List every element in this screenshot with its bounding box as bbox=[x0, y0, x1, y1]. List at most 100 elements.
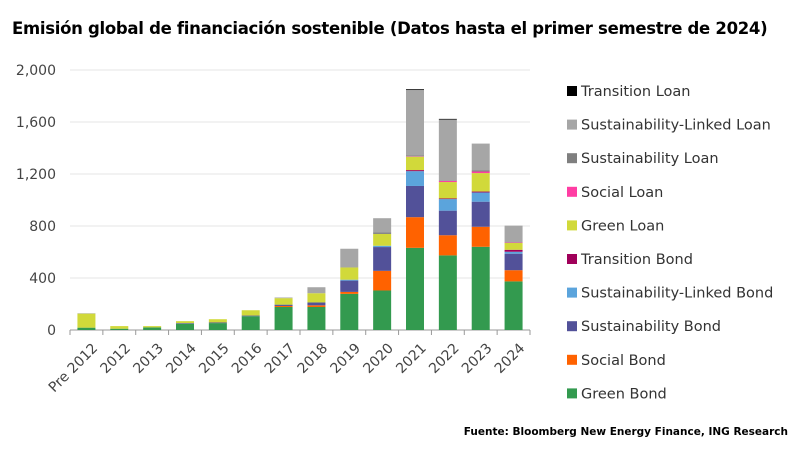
x-tick-label: 2023 bbox=[459, 340, 496, 377]
bar-segment bbox=[406, 90, 424, 156]
bar-segment bbox=[373, 270, 392, 291]
bar-segment bbox=[504, 225, 523, 243]
bar-segment bbox=[504, 251, 523, 254]
bar-segment bbox=[143, 327, 162, 330]
legend-label: Green Loan bbox=[581, 218, 664, 234]
y-tick-label: 1,200 bbox=[16, 167, 56, 183]
bar-segment bbox=[406, 171, 424, 186]
x-tick-label: 2019 bbox=[328, 340, 365, 377]
legend-label: Sustainability Loan bbox=[581, 151, 719, 167]
bar-segment bbox=[307, 305, 326, 307]
bar-segment bbox=[438, 119, 457, 181]
bar-segment bbox=[406, 247, 424, 330]
bar-segment bbox=[110, 326, 129, 329]
x-tick-label: 2013 bbox=[130, 340, 167, 377]
y-tick-label: 1,600 bbox=[16, 115, 56, 131]
x-tick-label: 2021 bbox=[393, 340, 430, 377]
bar-segment bbox=[471, 171, 490, 174]
legend-swatch bbox=[567, 119, 577, 130]
bar-segment bbox=[340, 293, 359, 330]
bar-segment bbox=[504, 253, 523, 271]
source-note: Fuente: Bloomberg New Energy Finance, IN… bbox=[463, 426, 788, 438]
bar-segment bbox=[143, 326, 162, 328]
legend-label: Sustainability-Linked Loan bbox=[581, 118, 771, 134]
bar-segment bbox=[274, 306, 293, 330]
bar-segment bbox=[438, 118, 457, 120]
legend-label: Sustainability-Linked Bond bbox=[581, 286, 773, 302]
chart-title: Emisión global de financiación sostenibl… bbox=[12, 19, 768, 38]
bar-segment bbox=[373, 247, 392, 271]
bar-segment bbox=[438, 181, 457, 183]
bar-segment bbox=[406, 217, 424, 248]
bar-segment bbox=[307, 302, 326, 306]
bar-segment bbox=[504, 270, 523, 282]
bar-segment bbox=[176, 321, 194, 324]
bar-segment bbox=[373, 233, 392, 246]
y-tick-label: 400 bbox=[29, 271, 56, 287]
bar-segment bbox=[406, 156, 424, 171]
x-tick-label: Pre 2012 bbox=[46, 340, 101, 395]
bar-segment bbox=[77, 327, 96, 330]
bar-segment bbox=[471, 191, 490, 193]
bar-segment bbox=[373, 232, 392, 234]
bar-segment bbox=[471, 201, 490, 227]
bar-segment bbox=[241, 310, 260, 316]
bar-segment bbox=[340, 280, 359, 292]
bar-segment bbox=[438, 235, 457, 256]
legend-swatch bbox=[567, 220, 577, 231]
bar-segment bbox=[373, 245, 392, 248]
legend-swatch bbox=[567, 153, 577, 164]
bar-segment bbox=[471, 226, 490, 247]
bar-segment bbox=[471, 170, 490, 172]
bar-segment bbox=[471, 246, 490, 330]
bar-segment bbox=[471, 143, 490, 171]
bar-segment bbox=[110, 328, 129, 330]
x-tick-label: 2020 bbox=[360, 340, 397, 377]
bar-segment bbox=[504, 281, 523, 330]
legend-label: Transition Bond bbox=[580, 252, 693, 268]
bar-segment bbox=[176, 323, 194, 330]
bar-segment bbox=[274, 297, 293, 299]
bar-segment bbox=[340, 267, 359, 280]
bar-segment bbox=[438, 199, 457, 211]
bar-segment bbox=[471, 192, 490, 202]
bar-segment bbox=[406, 89, 424, 91]
bar-segment bbox=[77, 313, 96, 328]
bar-segment bbox=[274, 305, 293, 307]
bar-segment bbox=[307, 287, 326, 294]
legend-label: Social Bond bbox=[581, 353, 666, 369]
bar-segment bbox=[406, 170, 424, 172]
bar-segment bbox=[340, 291, 359, 294]
x-tick-label: 2024 bbox=[492, 340, 529, 377]
bar-segment bbox=[438, 255, 457, 330]
bar-segment bbox=[241, 315, 260, 317]
x-tick-label: 2017 bbox=[262, 340, 299, 377]
legend-swatch bbox=[567, 321, 577, 332]
bar-segment bbox=[471, 173, 490, 192]
legend-swatch bbox=[567, 388, 577, 399]
bar-segment bbox=[307, 306, 326, 330]
bar-segment bbox=[373, 218, 392, 233]
bar-segment bbox=[406, 155, 424, 157]
x-tick-label: 2014 bbox=[163, 340, 200, 377]
bar-segment bbox=[438, 210, 457, 236]
legend-label: Social Loan bbox=[581, 185, 663, 201]
legend-swatch bbox=[567, 287, 577, 298]
bar-segment bbox=[340, 279, 359, 281]
x-tick-label: 2016 bbox=[229, 340, 266, 377]
bar-segment bbox=[438, 198, 457, 200]
bar-segment bbox=[504, 242, 523, 250]
bar-segment bbox=[208, 322, 227, 324]
bar-segment bbox=[274, 298, 293, 305]
bar-segment bbox=[274, 304, 293, 306]
legend-swatch bbox=[567, 354, 577, 365]
legend-label: Transition Loan bbox=[580, 84, 691, 100]
bar-segment bbox=[208, 319, 227, 323]
legend-swatch bbox=[567, 186, 577, 197]
legend-swatch bbox=[567, 86, 577, 96]
legend-label: Sustainability Bond bbox=[581, 319, 721, 335]
x-tick-label: 2015 bbox=[196, 340, 233, 377]
x-tick-label: 2022 bbox=[426, 340, 463, 377]
legend-label: Green Bond bbox=[581, 386, 667, 402]
